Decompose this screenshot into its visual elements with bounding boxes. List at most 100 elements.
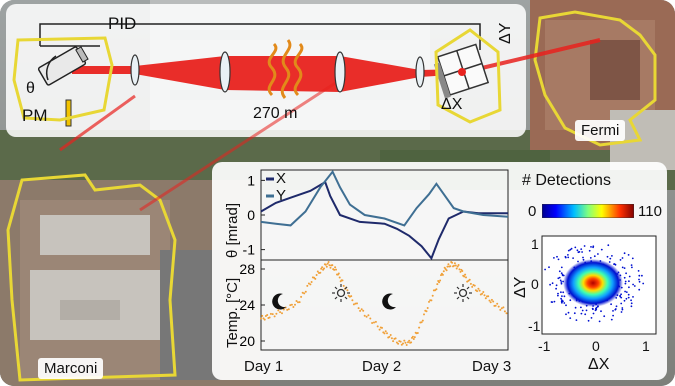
temperature-point bbox=[441, 273, 444, 276]
sun-icon bbox=[454, 284, 472, 302]
detection-point bbox=[638, 280, 641, 283]
detection-point bbox=[642, 282, 645, 285]
theta-series-y-line bbox=[260, 169, 509, 227]
temperature-point bbox=[453, 264, 455, 267]
temperature-point bbox=[266, 314, 269, 316]
fermi-label: Fermi bbox=[575, 120, 626, 141]
temperature-point bbox=[362, 309, 365, 312]
temperature-point bbox=[477, 287, 480, 290]
temperature-point bbox=[496, 302, 499, 305]
temperature-point bbox=[376, 325, 379, 328]
temperature-point bbox=[359, 309, 362, 312]
temperature-point bbox=[304, 290, 307, 293]
x-tick-day2: Day 2 bbox=[362, 358, 402, 375]
detection-point bbox=[632, 296, 634, 298]
temperature-point bbox=[405, 344, 408, 346]
beam-to-fermi bbox=[464, 38, 601, 74]
temperature-point bbox=[314, 277, 317, 280]
detection-point bbox=[567, 311, 570, 314]
temperature-point bbox=[503, 310, 506, 313]
pm-actuator-icon bbox=[65, 99, 72, 127]
detection-point bbox=[620, 293, 622, 296]
detection-point bbox=[555, 287, 557, 290]
detection-point bbox=[590, 317, 593, 319]
temperature-point bbox=[449, 265, 452, 268]
receiver-outline bbox=[434, 28, 502, 124]
detection-point bbox=[561, 295, 563, 297]
temperature-point bbox=[403, 339, 406, 342]
heat-ytick-0: 0 bbox=[531, 276, 539, 292]
temp-ylabel: Temp. [°C] bbox=[224, 277, 241, 348]
heat-ytick-1: 1 bbox=[531, 236, 539, 252]
temperature-point bbox=[294, 303, 296, 306]
theta-series-x-line bbox=[260, 180, 508, 261]
temperature-point bbox=[453, 262, 456, 265]
detection-point bbox=[581, 251, 583, 253]
temperature-point bbox=[482, 291, 485, 293]
moon-icon bbox=[382, 293, 396, 310]
detection-point bbox=[600, 248, 603, 251]
detection-point bbox=[611, 255, 613, 257]
detection-point bbox=[638, 278, 640, 281]
detection-point bbox=[610, 318, 613, 321]
detection-point bbox=[609, 257, 612, 260]
temperature-point bbox=[331, 264, 334, 267]
detection-point bbox=[572, 257, 574, 259]
temperature-point bbox=[456, 265, 459, 268]
detection-point bbox=[558, 270, 561, 273]
temperature-point bbox=[338, 276, 341, 279]
temperature-point bbox=[404, 341, 407, 344]
sun-icon bbox=[332, 284, 350, 302]
temperature-point bbox=[392, 340, 395, 343]
detection-point bbox=[559, 279, 562, 282]
detection-point bbox=[560, 297, 562, 300]
temperature-point bbox=[468, 278, 471, 281]
temperature-point bbox=[357, 307, 360, 310]
temperature-point bbox=[327, 261, 330, 263]
temperature-point bbox=[416, 332, 419, 334]
detection-point bbox=[591, 307, 594, 310]
colorbar bbox=[542, 204, 634, 218]
detection-point bbox=[570, 247, 573, 250]
temperature-point bbox=[488, 299, 491, 302]
detection-point bbox=[573, 312, 576, 315]
detection-point bbox=[560, 281, 563, 283]
detection-point bbox=[612, 310, 614, 312]
temperature-point bbox=[334, 266, 337, 269]
temperature-point bbox=[335, 268, 337, 271]
temperature-point bbox=[425, 310, 428, 313]
temperature-point bbox=[411, 335, 414, 338]
temperature-point bbox=[316, 270, 319, 273]
theta-ytick-label: 1 bbox=[247, 172, 255, 188]
detection-point bbox=[624, 282, 627, 285]
detection-point bbox=[564, 256, 567, 259]
temperature-point bbox=[384, 330, 387, 333]
detection-point bbox=[628, 275, 631, 278]
detection-point bbox=[569, 299, 572, 302]
temperature-point bbox=[490, 298, 493, 301]
temperature-point bbox=[273, 315, 276, 318]
detection-point bbox=[621, 257, 624, 259]
detection-point bbox=[593, 255, 596, 258]
temperature-point bbox=[455, 267, 458, 270]
marconi-label: Marconi bbox=[38, 358, 104, 379]
temperature-point bbox=[447, 263, 450, 266]
dx-label: ΔX bbox=[441, 96, 463, 113]
temperature-point bbox=[310, 281, 313, 283]
temperature-point bbox=[260, 317, 262, 320]
detection-point bbox=[637, 270, 640, 272]
detection-point bbox=[627, 293, 630, 296]
marconi-outline bbox=[6, 173, 177, 382]
heat-xtick-0: 0 bbox=[592, 338, 600, 354]
detection-point bbox=[583, 245, 586, 247]
detection-point bbox=[557, 292, 559, 295]
temperature-point bbox=[412, 338, 415, 340]
detection-point bbox=[623, 252, 626, 255]
temperature-point bbox=[303, 292, 306, 295]
temperature-point bbox=[309, 283, 312, 286]
temperature-point bbox=[492, 300, 495, 303]
temperature-point bbox=[326, 262, 329, 265]
detection-point bbox=[574, 306, 577, 309]
detection-point bbox=[574, 246, 577, 249]
detection-point bbox=[577, 260, 579, 263]
